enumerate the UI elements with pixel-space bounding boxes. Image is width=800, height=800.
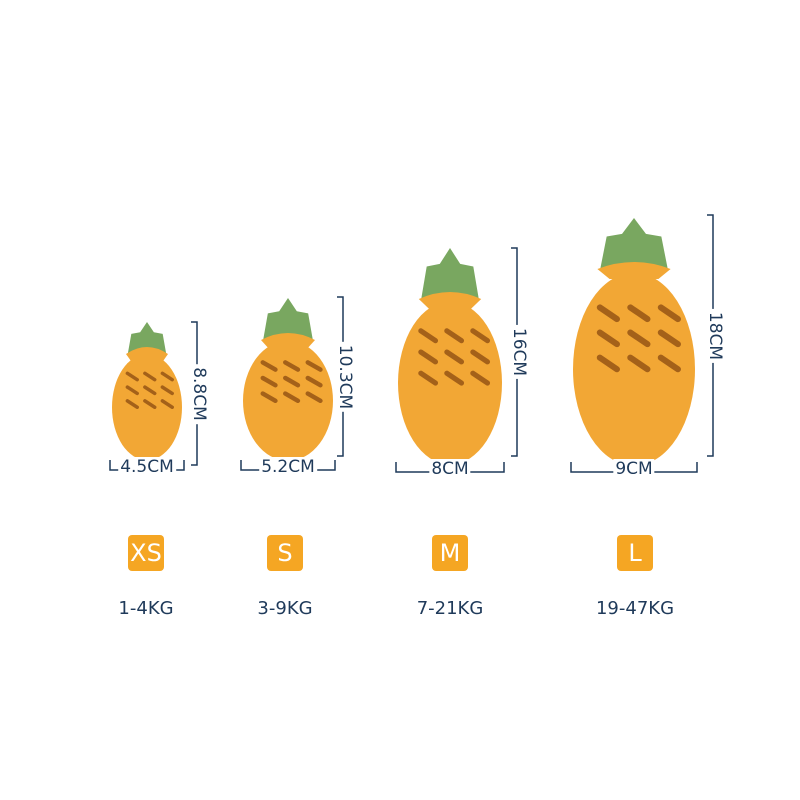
pineapple-slot xyxy=(143,371,157,382)
pineapple-slot xyxy=(470,328,491,344)
pineapple-slot xyxy=(305,391,323,404)
pineapple-slot xyxy=(125,385,139,396)
pineapple-slot xyxy=(160,399,174,409)
pineapple-slot xyxy=(596,304,620,323)
height-label: 10.3CM xyxy=(335,341,355,412)
width-label: 8CM xyxy=(429,459,471,479)
weight-range: 3-9KG xyxy=(257,598,313,619)
pineapple-slot xyxy=(260,375,278,388)
width-label: 4.5CM xyxy=(118,457,176,477)
height-label: 16CM xyxy=(509,324,529,380)
pineapple-slot xyxy=(444,370,465,386)
pineapple-slot xyxy=(305,375,323,388)
width-label: 9CM xyxy=(613,459,655,479)
pineapple-slot xyxy=(657,354,681,373)
width-label: 5.2CM xyxy=(259,457,317,477)
pineapple-crown-M xyxy=(420,248,480,301)
pineapple-slot xyxy=(260,391,278,404)
pineapple-leaves-M xyxy=(418,292,482,309)
pineapple-slot xyxy=(470,349,491,365)
pineapple-body-S xyxy=(243,340,333,461)
pineapple-slot xyxy=(627,304,651,323)
pineapple-slot xyxy=(418,370,439,386)
size-badge: M xyxy=(432,535,468,571)
pineapple-crown-S xyxy=(262,298,314,342)
pineapple-slot xyxy=(418,328,439,344)
pineapple-slot xyxy=(657,329,681,348)
weight-range: 7-21KG xyxy=(416,598,484,619)
pineapple-slot xyxy=(260,360,278,372)
pineapple-slot xyxy=(305,360,323,372)
pineapple-crown-L xyxy=(599,218,669,271)
pineapple-slot xyxy=(444,349,465,365)
size-badge: S xyxy=(267,535,303,571)
pineapple-slot xyxy=(627,354,651,373)
pineapple-body-XS xyxy=(112,354,182,461)
pineapple-slot xyxy=(596,329,620,348)
size-badge: L xyxy=(617,535,653,571)
pineapple-leaves-S xyxy=(261,333,315,350)
size-badge: XS xyxy=(128,535,164,571)
pineapple-slot xyxy=(125,399,139,409)
pineapple-slot xyxy=(160,385,174,396)
weight-range: 1-4KG xyxy=(118,598,174,619)
pineapple-leaves-XS xyxy=(126,347,168,364)
pineapple-slot xyxy=(418,349,439,365)
pineapple-slot xyxy=(160,371,174,382)
weight-range: 19-47KG xyxy=(595,598,675,619)
pineapple-slot xyxy=(143,399,157,409)
height-label: 8.8CM xyxy=(189,363,209,424)
pineapple-slot xyxy=(125,371,139,382)
pineapple-slot xyxy=(143,385,157,396)
pineapple-slot xyxy=(444,328,465,344)
pineapple-body-L xyxy=(573,272,695,466)
height-label: 18CM xyxy=(705,308,725,363)
pineapple-slot xyxy=(596,354,620,373)
pineapple-body-M xyxy=(398,301,502,465)
pineapple-slot xyxy=(470,370,491,386)
pineapple-slot xyxy=(657,304,681,323)
pineapple-slot xyxy=(627,329,651,348)
pineapple-leaves-L xyxy=(597,262,671,279)
pineapple-slot xyxy=(283,391,301,404)
pineapple-slot xyxy=(283,360,301,372)
pineapple-slot xyxy=(283,375,301,388)
pineapple-crown-XS xyxy=(127,322,167,356)
